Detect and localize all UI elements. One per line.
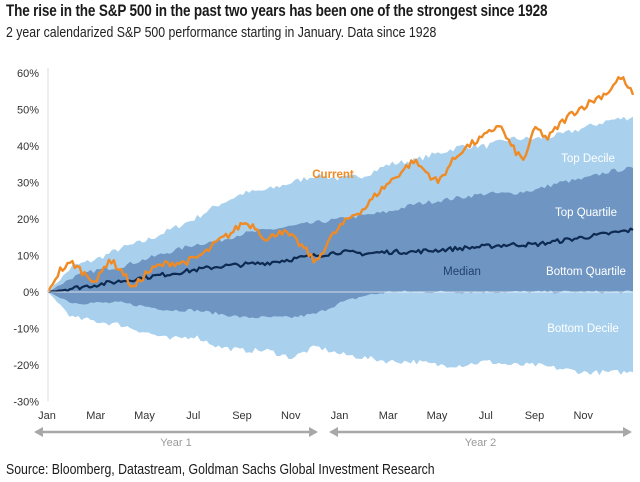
x-tick-label: Jul (479, 410, 493, 422)
y-tick-label: 20% (17, 214, 39, 226)
y-tick-label: -20% (13, 360, 39, 372)
y-tick-label: -10% (13, 324, 39, 336)
bottom-quartile-label: Bottom Quartile (546, 266, 626, 278)
current-line (46, 76, 635, 293)
x-tick-label: Sep (525, 410, 545, 422)
x-tick-label: May (134, 410, 155, 422)
y-tick-label: 0% (23, 287, 39, 299)
x-tick-label: Jan (38, 410, 56, 422)
top-decile-label: Top Decile (561, 153, 615, 165)
period-label: Year 2 (465, 437, 496, 449)
x-tick-label: May (427, 410, 448, 422)
x-tick-label: Nov (573, 410, 593, 422)
chart-title: The rise in the S&P 500 in the past two … (6, 2, 548, 20)
top-quartile-label: Top Quartile (555, 207, 617, 219)
x-tick-label: Jan (331, 410, 349, 422)
y-tick-label: 40% (17, 141, 39, 153)
arrow-left-icon (34, 427, 43, 437)
y-tick-label: 60% (17, 68, 39, 80)
y-tick-label: -30% (13, 397, 39, 409)
period-label: Year 1 (160, 437, 191, 449)
current-label: Current (312, 169, 354, 181)
source-note: Source: Bloomberg, Datastream, Goldman S… (6, 461, 435, 478)
arrow-right-icon (623, 427, 632, 437)
x-tick-label: Sep (232, 410, 252, 422)
chart-subtitle: 2 year calendarized S&P 500 performance … (6, 24, 437, 41)
x-tick-label: Mar (379, 410, 398, 422)
x-tick-label: Jul (186, 410, 200, 422)
bottom-decile-label: Bottom Decile (547, 323, 619, 335)
median-label: Median (443, 266, 481, 278)
y-tick-label: 10% (17, 251, 39, 263)
x-tick-label: Nov (281, 410, 301, 422)
y-tick-label: 50% (17, 105, 39, 117)
interquartile-band (48, 166, 633, 319)
y-tick-label: 30% (17, 178, 39, 190)
bottom-decile-band (48, 290, 633, 375)
x-tick-label: Mar (86, 410, 105, 422)
arrow-right-icon (309, 427, 318, 437)
arrow-left-icon (329, 427, 338, 437)
